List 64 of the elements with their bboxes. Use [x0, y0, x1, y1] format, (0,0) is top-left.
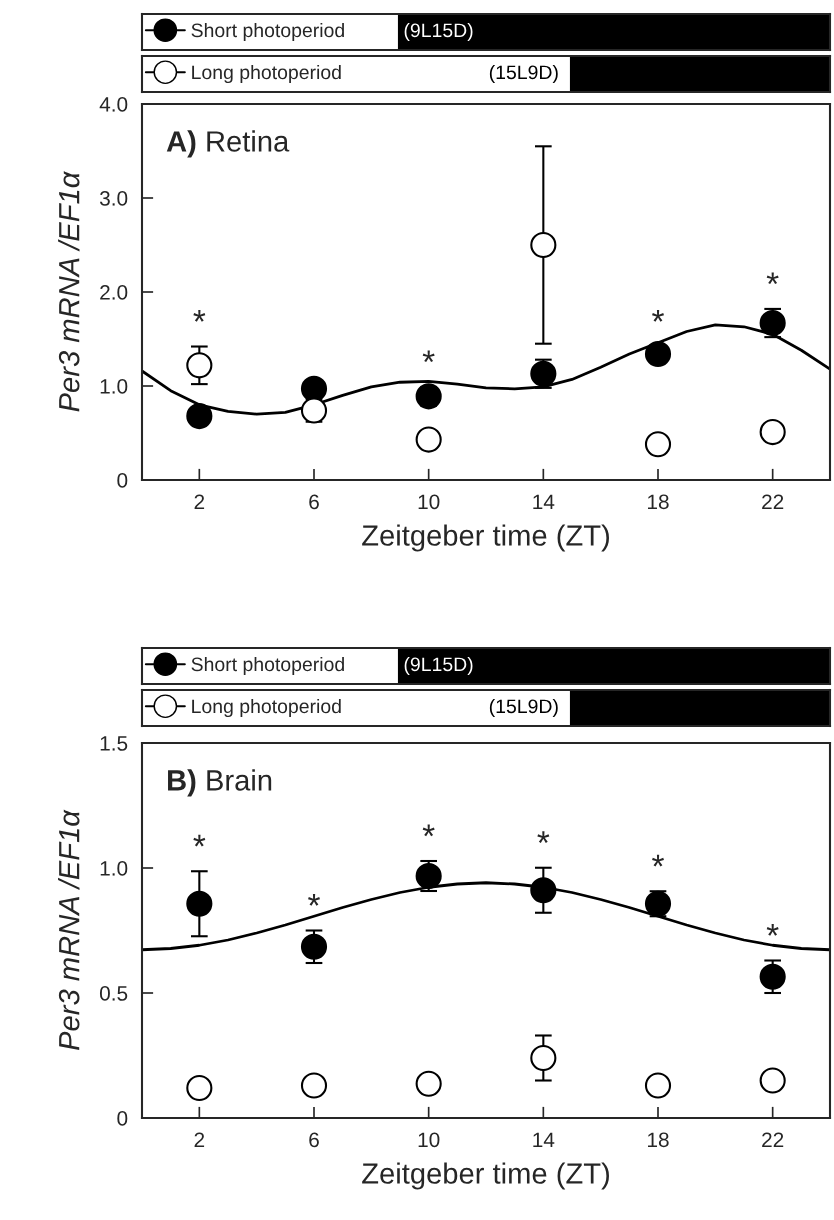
- legend-label: Short photoperiod: [191, 22, 344, 42]
- point: [644, 340, 672, 368]
- point: [300, 375, 328, 402]
- point: [415, 1070, 442, 1097]
- y-axis-title: Per3 mRNA /EF1α: [58, 809, 80, 1051]
- point: [300, 1072, 328, 1099]
- x-tick-label: 2: [194, 494, 205, 509]
- point: [759, 1067, 786, 1094]
- point: [186, 890, 213, 917]
- x-tick-label: 2: [194, 1132, 205, 1147]
- point: [759, 963, 786, 990]
- y-tick-label: 1.5: [100, 736, 128, 751]
- text: B) Brain: [168, 769, 272, 797]
- point: [300, 933, 328, 960]
- point: [186, 403, 213, 430]
- y-axis-title: Per3 mRNA /EF1α: [58, 170, 80, 412]
- x-tick-label: 6: [309, 1132, 319, 1148]
- annotation: *: [308, 893, 320, 906]
- x-tick-label: 10: [418, 494, 440, 510]
- y-tick-label: 1.0: [100, 861, 128, 876]
- y-tick-label: 0: [117, 1111, 128, 1126]
- annotation: *: [422, 824, 435, 837]
- point: [530, 877, 557, 904]
- point: [415, 383, 442, 410]
- point: [186, 352, 213, 379]
- point: [415, 426, 442, 453]
- annotation: *: [422, 350, 435, 363]
- x-tick-label: 22: [762, 1132, 784, 1147]
- annotation: *: [193, 309, 206, 322]
- x-tick-label: 18: [648, 494, 669, 510]
- annotation: *: [766, 272, 779, 285]
- text: (9L15D): [404, 656, 473, 676]
- y-tick-label: 1.0: [100, 379, 128, 394]
- point: [644, 1072, 672, 1099]
- annotation: *: [652, 309, 664, 322]
- y-tick-label: 3.0: [99, 191, 128, 206]
- x-tick-label: 6: [309, 494, 319, 510]
- legend-label: Long photoperiod: [192, 698, 341, 718]
- annotation: *: [652, 854, 664, 867]
- text: (15L9D): [489, 64, 558, 84]
- y-tick-label: 0.5: [99, 986, 128, 1001]
- y-tick-label: 0: [117, 473, 128, 488]
- y-tick-label: 2.0: [100, 285, 128, 300]
- y-tick-label: 4.0: [99, 97, 128, 112]
- x-tick-label: 22: [762, 494, 784, 509]
- annotation: *: [537, 831, 550, 843]
- annotation: *: [766, 923, 779, 936]
- text: A) Retina: [166, 130, 290, 158]
- point: [186, 1074, 213, 1102]
- legend-label: Long photoperiod: [192, 64, 341, 84]
- legend-label: Short photoperiod: [191, 656, 344, 676]
- annotation: *: [193, 834, 206, 847]
- point: [644, 431, 672, 458]
- x-tick-label: 14: [533, 1132, 555, 1147]
- text: (15L9D): [489, 698, 558, 718]
- point: [530, 1044, 557, 1072]
- x-tick-label: 10: [418, 1132, 440, 1148]
- point: [530, 231, 557, 259]
- x-tick-label: 18: [648, 1132, 669, 1148]
- point: [759, 418, 786, 446]
- x-axis-title: Zeitgeber time (ZT): [362, 524, 609, 552]
- x-axis-title: Zeitgeber time (ZT): [362, 1162, 609, 1190]
- text: (9L15D): [404, 22, 473, 42]
- x-tick-label: 14: [533, 494, 555, 509]
